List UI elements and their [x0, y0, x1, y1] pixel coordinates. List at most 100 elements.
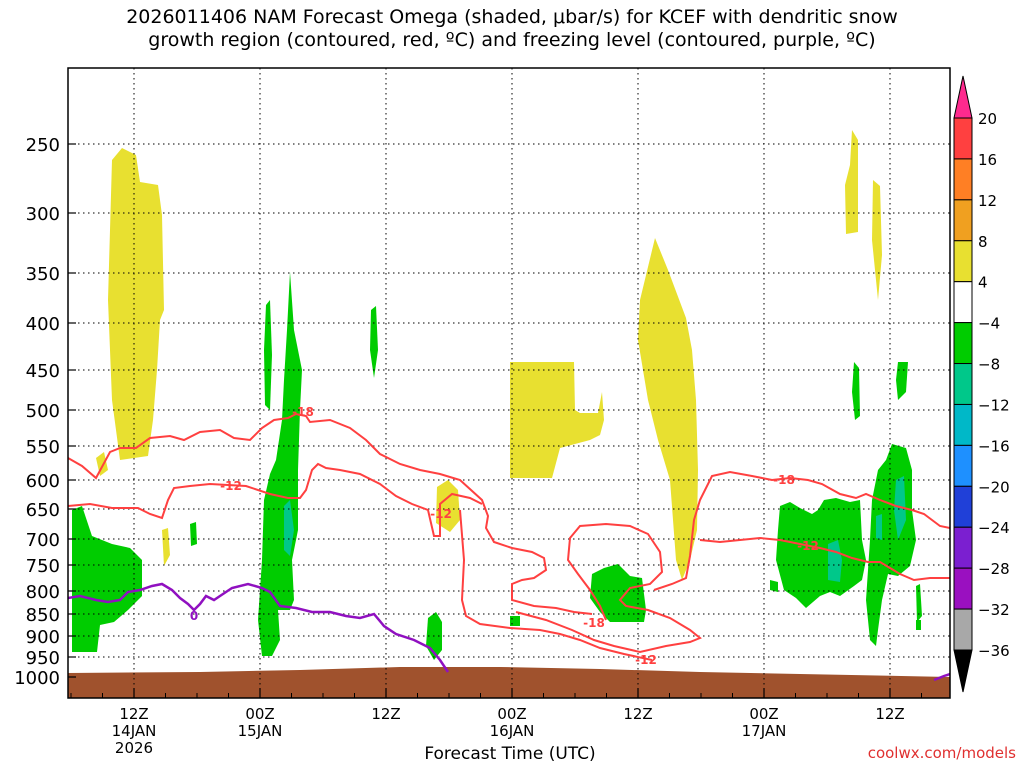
colorbar-band — [953, 444, 973, 487]
x-tick-label: 00Z — [749, 705, 778, 723]
colorbar-label: −28 — [978, 560, 1010, 578]
contour-label: -18 — [292, 405, 314, 419]
omega-shading — [72, 130, 922, 660]
colorbar-label: −36 — [978, 642, 1010, 660]
y-tick-label: 1000 — [14, 668, 60, 689]
x-tick-label: 15JAN — [238, 722, 283, 740]
x-tick-label: 12Z — [875, 705, 904, 723]
y-tick-label: 950 — [26, 648, 60, 669]
colorbar-band — [953, 363, 973, 405]
y-tick-label: 350 — [26, 264, 60, 285]
colorbar-band — [953, 322, 973, 365]
contour-line-minus18-c — [653, 470, 950, 591]
contour-line-minus18 — [68, 412, 593, 615]
freezing-level-line — [68, 582, 450, 673]
colorbar-label: −24 — [978, 519, 1010, 537]
colorbar-label: −20 — [978, 478, 1010, 496]
colorbar-band — [953, 199, 973, 242]
contour-label: 0 — [190, 609, 198, 623]
chart-title: 2026011406 NAM Forecast Omega (shaded, μ… — [0, 6, 1024, 52]
omega-negative-region — [258, 272, 302, 656]
colorbar-label: −8 — [978, 356, 1000, 374]
omega-positive-region — [638, 238, 698, 580]
omega-negative-region — [264, 300, 272, 410]
contour-line-minus12 — [68, 462, 483, 537]
omega-positive-region — [108, 148, 164, 460]
contour-label: -12 — [635, 653, 657, 667]
x-tick-label: 12Z — [371, 705, 400, 723]
omega-negative-region — [866, 444, 916, 646]
y-tick-label: 500 — [26, 401, 60, 422]
x-tick-label: 16JAN — [490, 722, 535, 740]
colorbar-band — [953, 526, 973, 569]
colorbar-band — [953, 567, 973, 610]
colorbar-band — [953, 117, 973, 160]
omega-negative-region — [916, 584, 922, 622]
colorbar-label: 8 — [978, 233, 988, 251]
contour-label: -12 — [430, 507, 452, 521]
x-tick-label: 00Z — [497, 705, 526, 723]
colorbar-band — [953, 158, 973, 201]
colorbar-label: −32 — [978, 601, 1010, 619]
x-tick-label: 12Z — [119, 705, 148, 723]
y-tick-label: 900 — [26, 627, 60, 648]
x-tick-label: 14JAN — [112, 722, 157, 740]
omega-positive-region — [96, 452, 108, 476]
omega-strong-negative-core — [876, 514, 882, 540]
omega-negative-region — [852, 362, 860, 420]
omega-positive-region — [872, 180, 882, 300]
omega-negative-region — [370, 306, 378, 378]
colorbar-band — [953, 608, 973, 651]
colorbar-label: −12 — [978, 396, 1010, 414]
colorbar-arrow-top — [953, 75, 973, 119]
terrain-surface — [68, 667, 950, 698]
y-tick-label: 550 — [26, 437, 60, 458]
omega-positive-region — [510, 362, 604, 478]
omega-negative-region — [770, 580, 778, 592]
contour-label: -12 — [797, 539, 819, 553]
colorbar-label: −16 — [978, 437, 1010, 455]
omega-negative-region — [776, 498, 866, 608]
omega-negative-region — [896, 362, 908, 400]
y-tick-label: 800 — [26, 582, 60, 603]
colorbar-label: 20 — [978, 110, 997, 128]
omega-positive-region — [845, 130, 858, 234]
omega-positive-region — [436, 480, 460, 532]
colorbar-band — [953, 281, 973, 324]
title-line-2: growth region (contoured, red, ºC) and f… — [148, 29, 876, 51]
contour-line-minus12-b — [699, 536, 950, 582]
colorbar-arrow-bottom — [953, 649, 973, 693]
x-tick-label: 17JAN — [742, 722, 787, 740]
contour-label: -12 — [220, 479, 242, 493]
plot-frame — [67, 67, 951, 699]
contour-label: -18 — [583, 616, 605, 630]
contour-labels: -18 -12 -12 -18 -12 -18 -12 0 — [190, 405, 819, 667]
y-tick-label: 250 — [26, 135, 60, 156]
x-tick-label: 2026 — [115, 739, 153, 757]
y-tick-label: 300 — [26, 204, 60, 225]
omega-positive-region — [162, 528, 170, 566]
y-tick-label: 700 — [26, 530, 60, 551]
colorbar-band — [953, 485, 973, 528]
omega-negative-region — [72, 506, 142, 652]
colorbar-band — [953, 403, 973, 446]
y-tick-label: 600 — [26, 471, 60, 492]
contour-line-minus12-c — [459, 509, 653, 661]
temperature-contours — [68, 412, 950, 682]
credit-link[interactable]: coolwx.com/models — [867, 744, 1016, 762]
omega-negative-region — [916, 620, 921, 630]
colorbar-label: 16 — [978, 151, 997, 169]
x-tick-label: 00Z — [245, 705, 274, 723]
y-tick-label: 650 — [26, 500, 60, 521]
y-tick-label: 850 — [26, 605, 60, 626]
x-axis-label: Forecast Time (UTC) — [424, 744, 596, 764]
y-axis: 2503003504004505005506006507007508008509… — [14, 135, 76, 689]
colorbar-label: −4 — [978, 315, 1000, 333]
omega-negative-region — [190, 522, 197, 546]
colorbar-band — [953, 240, 973, 283]
y-tick-label: 400 — [26, 314, 60, 335]
title-line-1: 2026011406 NAM Forecast Omega (shaded, μ… — [126, 6, 898, 28]
freezing-level-line-b — [933, 672, 950, 682]
